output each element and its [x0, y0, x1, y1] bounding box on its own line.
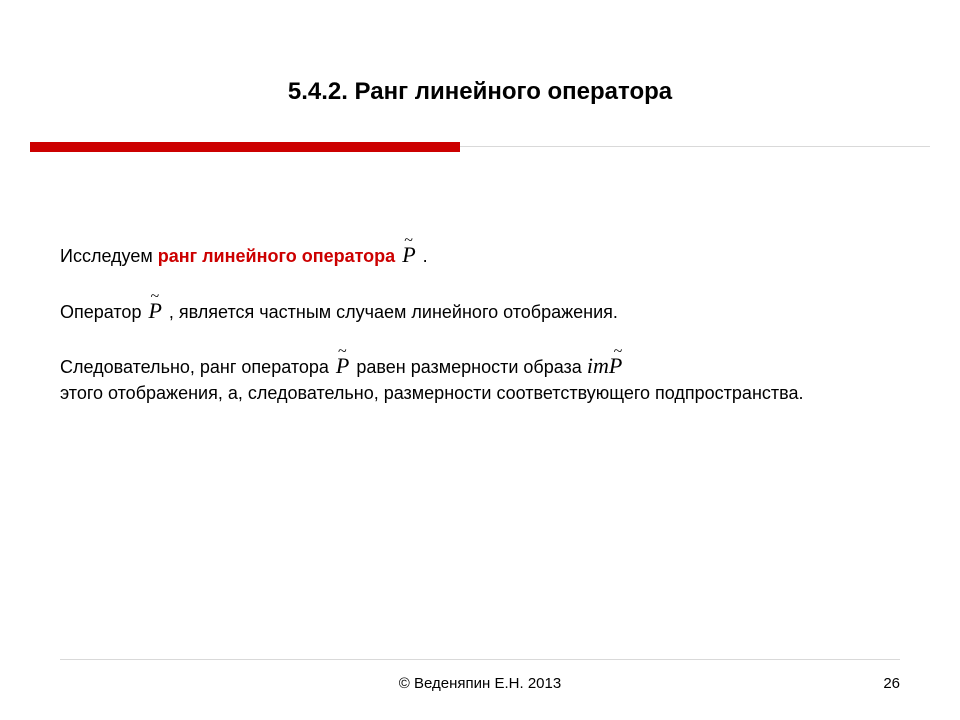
p2-text2: , является частным случаем линейного ото… — [164, 302, 618, 322]
separator — [60, 140, 900, 150]
slide-title: 5.4.2. Ранг линейного оператора — [60, 0, 900, 106]
p3-text2: равен размерности образа — [351, 357, 586, 377]
operator-symbol-3: ~P — [334, 351, 351, 381]
im-symbol: ~imP — [587, 351, 622, 381]
tilde-icon: ~ — [404, 230, 413, 252]
tilde-icon: ~ — [151, 286, 160, 308]
tilde-icon: ~ — [614, 341, 623, 363]
footer-copyright: © Веденяпин Е.Н. 2013 — [60, 675, 900, 692]
content-area: Исследуем ранг линейного оператора ~P . … — [60, 240, 900, 405]
operator-symbol-2: ~P — [146, 296, 163, 326]
paragraph-2: Оператор ~P , является частным случаем л… — [60, 296, 900, 326]
paragraph-3: Следовательно, ранг оператора ~P равен р… — [60, 351, 900, 405]
p3-text3: этого отображения, а, следовательно, раз… — [60, 383, 804, 403]
footer-separator — [60, 659, 900, 660]
slide: 5.4.2. Ранг линейного оператора Исследуе… — [0, 0, 960, 720]
p1-text4: . — [418, 246, 428, 266]
p1-red: ранг линейного оператора — [158, 246, 395, 266]
separator-thick — [30, 142, 460, 152]
page-number: 26 — [883, 675, 900, 692]
p3-text1: Следовательно, ранг оператора — [60, 357, 334, 377]
tilde-icon: ~ — [338, 341, 347, 363]
p2-text1: Оператор — [60, 302, 146, 322]
operator-symbol-1: ~P — [400, 240, 417, 270]
paragraph-1: Исследуем ранг линейного оператора ~P . — [60, 240, 900, 270]
p1-text1: Исследуем — [60, 246, 158, 266]
